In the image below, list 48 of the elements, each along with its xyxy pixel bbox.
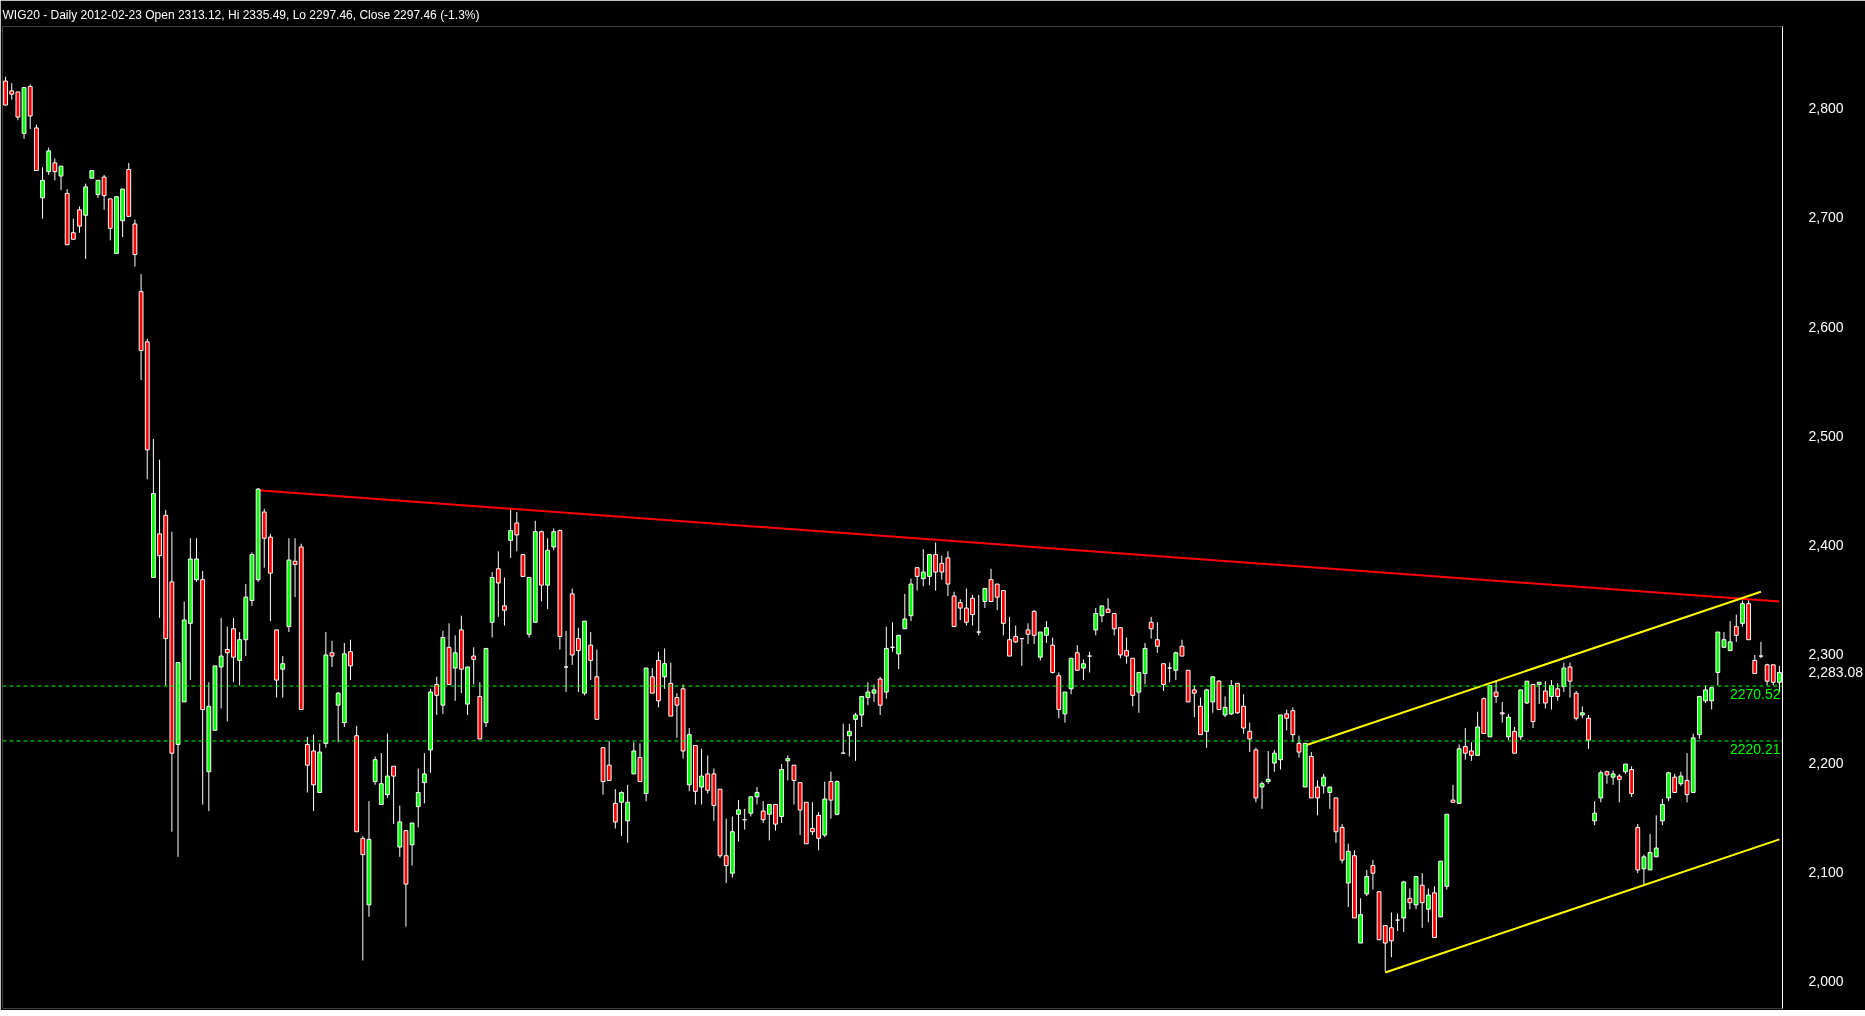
- y-tick-label: 2,500: [1808, 427, 1844, 444]
- candlestick: [1148, 616, 1154, 640]
- candlestick: [1247, 722, 1253, 753]
- candlestick: [785, 754, 791, 781]
- ref-line-label: 2220.21: [1729, 740, 1781, 757]
- candlestick: [520, 554, 526, 577]
- y-tick-label: 2,100: [1808, 864, 1844, 881]
- ref-line-label: 2270.52: [1729, 686, 1781, 703]
- candlestick: [563, 630, 569, 693]
- candlestick: [896, 634, 902, 670]
- candlestick: [1154, 621, 1160, 654]
- candlestick: [1592, 800, 1598, 826]
- candlestick: [1087, 651, 1092, 673]
- y-tick-label: 2,300: [1808, 645, 1844, 662]
- candlestick: [1364, 869, 1370, 897]
- y-tick-label: 2,000: [1808, 973, 1844, 990]
- candlestick: [1752, 654, 1758, 675]
- candlestick: [372, 755, 378, 786]
- y-tick-label: 2,200: [1808, 755, 1844, 771]
- candlestick: [415, 767, 421, 828]
- candlestick: [976, 594, 982, 636]
- candlestick: [1265, 750, 1271, 785]
- candlestick: [40, 166, 45, 220]
- candlestick: [612, 788, 618, 829]
- chart-title: WIG20 - Daily 2012-02-23 Open 2313.12, Hi 2335.49, Lo 2297.46, Close 2297.46 (-1.3%): [2, 7, 480, 22]
- y-tick-label: 2,400: [1808, 536, 1844, 553]
- candlestick: [1499, 701, 1505, 724]
- candlestick: [1493, 680, 1499, 704]
- candlestick: [1758, 641, 1764, 659]
- candlestick: [1370, 859, 1376, 891]
- candlestick: [1659, 798, 1665, 826]
- candlestick: [1105, 597, 1111, 613]
- candlestick: [471, 646, 477, 685]
- y-tick-label: 2,700: [1808, 209, 1844, 226]
- candlestick: [791, 764, 797, 805]
- y-tick-label: 2,800: [1808, 100, 1844, 117]
- candlestick: [1733, 614, 1739, 643]
- candlestick: [1586, 714, 1591, 750]
- candlestick: [1321, 773, 1327, 795]
- candlestick: [502, 577, 507, 627]
- candlestick: [1161, 663, 1166, 692]
- candlestick: [1327, 786, 1333, 810]
- candlestick: [421, 752, 427, 804]
- y-tick-label: 2,283.08: [1808, 664, 1864, 681]
- candlestick: [409, 822, 415, 867]
- candlestick: [736, 799, 741, 843]
- candlestick: [902, 593, 908, 630]
- y-tick-label: 2,600: [1808, 318, 1844, 335]
